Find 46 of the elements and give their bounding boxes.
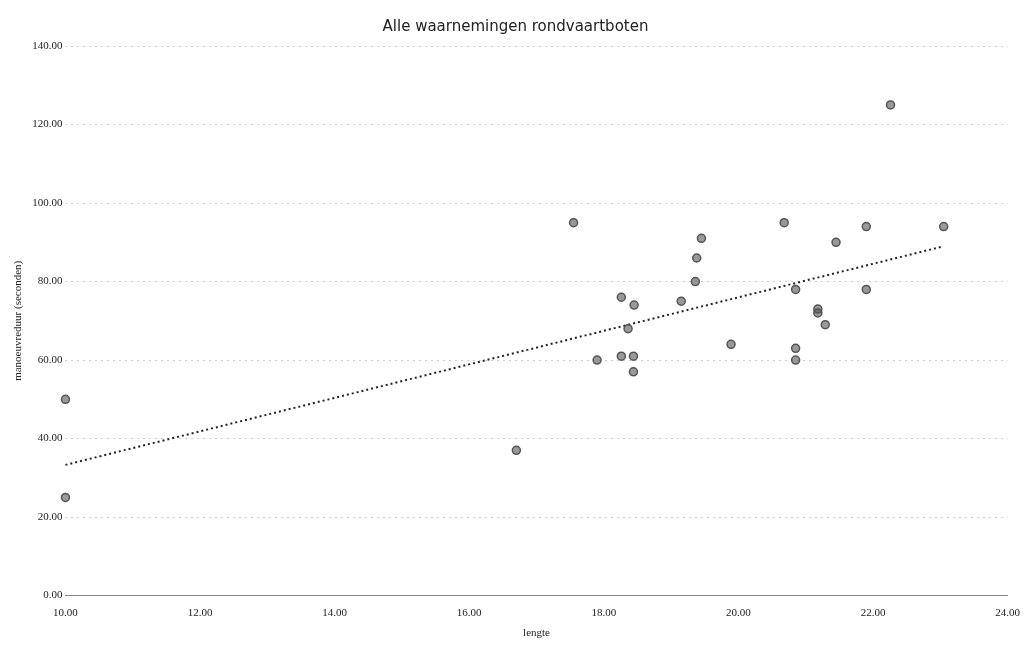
point <box>60 492 71 503</box>
y-axis-title: manoeuvreduur (seconden) <box>11 260 25 381</box>
point <box>616 292 627 302</box>
x-tick-label: 20.00 <box>726 606 752 619</box>
chart-title: Alle waarnemingen rondvaartboten <box>382 16 649 35</box>
point <box>568 217 579 228</box>
point <box>690 276 701 287</box>
x-tick-label: 12.00 <box>187 606 213 619</box>
point <box>885 100 896 110</box>
y-tick-label: 140.00 <box>32 38 63 51</box>
y-tick-label: 60.00 <box>37 352 63 365</box>
point <box>628 367 639 377</box>
x-tick-label: 24.00 <box>995 606 1021 619</box>
x-tick-label: 10.00 <box>53 606 79 619</box>
x-tick-label: 16.00 <box>456 606 483 619</box>
y-tick-label: 0.00 <box>43 588 63 601</box>
point <box>779 217 789 228</box>
x-axis-title: lengte <box>523 626 551 639</box>
point <box>628 351 639 361</box>
point <box>790 284 801 295</box>
point <box>60 394 71 405</box>
x-tick-label: 14.00 <box>322 606 348 619</box>
point <box>938 221 949 232</box>
point <box>696 233 707 244</box>
y-tick-label: 80.00 <box>37 274 63 287</box>
point <box>831 237 841 248</box>
point <box>790 355 801 365</box>
x-tick-label: 22.00 <box>860 606 886 619</box>
point <box>820 319 830 330</box>
y-tick-label: 20.00 <box>37 509 63 522</box>
point <box>511 445 522 456</box>
point <box>861 221 872 232</box>
point <box>726 339 736 350</box>
point <box>629 300 639 310</box>
point <box>790 343 801 354</box>
point <box>813 308 823 318</box>
y-tick-label: 120.00 <box>32 117 63 130</box>
point <box>592 355 602 365</box>
point <box>861 284 872 295</box>
point <box>616 351 627 361</box>
point <box>691 253 702 263</box>
x-tick-label: 18.00 <box>591 606 617 619</box>
y-tick-label: 100.00 <box>32 195 63 208</box>
point <box>623 323 633 334</box>
y-tick-label: 40.00 <box>37 431 63 444</box>
point <box>676 296 686 306</box>
